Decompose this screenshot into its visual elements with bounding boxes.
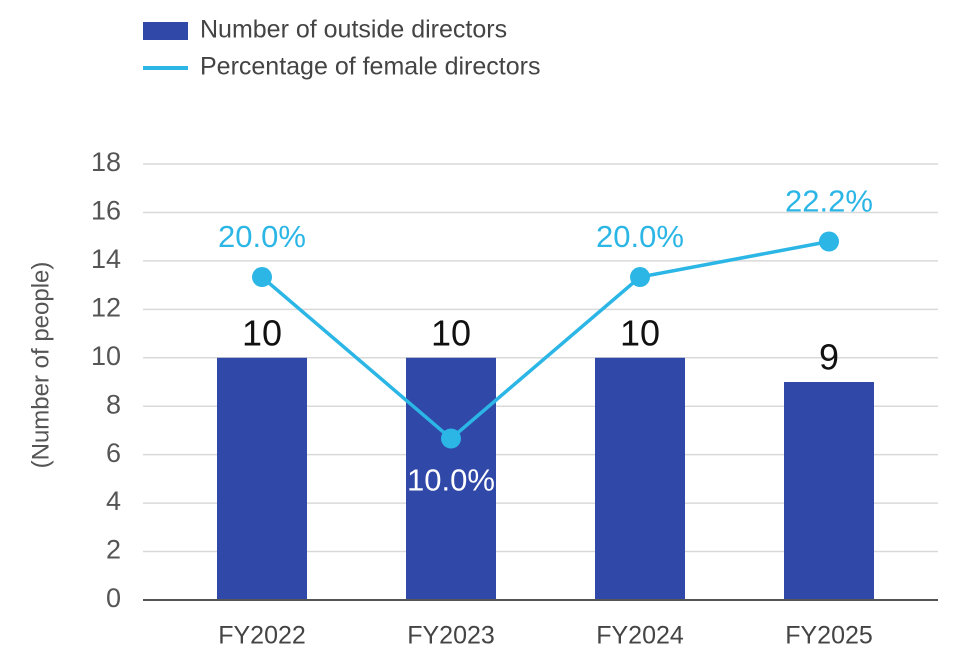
y-tick-label: 2 bbox=[106, 535, 121, 565]
legend-swatch bbox=[143, 22, 188, 40]
bar-value-label: 10 bbox=[242, 312, 282, 353]
y-axis-label: (Number of people) bbox=[27, 262, 54, 469]
line-point bbox=[819, 231, 839, 252]
y-tick-label: 16 bbox=[91, 196, 121, 226]
y-tick-label: 4 bbox=[106, 486, 121, 516]
line-point bbox=[630, 267, 650, 288]
bar bbox=[595, 357, 685, 600]
x-tick-label: FY2023 bbox=[407, 622, 495, 650]
y-tick-label: 12 bbox=[91, 292, 121, 322]
bar bbox=[217, 357, 307, 600]
line-point bbox=[252, 267, 272, 288]
line-value-label: 10.0% bbox=[407, 463, 495, 498]
bar-value-label: 10 bbox=[431, 312, 471, 353]
legend-label: Number of outside directors bbox=[200, 16, 507, 44]
bar-value-label: 10 bbox=[620, 312, 660, 353]
y-tick-label: 14 bbox=[91, 244, 121, 274]
bar bbox=[784, 382, 874, 600]
x-tick-label: FY2024 bbox=[596, 622, 684, 650]
x-tick-label: FY2025 bbox=[785, 622, 873, 650]
y-tick-label: 10 bbox=[91, 341, 121, 371]
line-point bbox=[441, 428, 461, 449]
bar bbox=[406, 357, 496, 600]
legend-label: Percentage of female directors bbox=[200, 53, 540, 81]
line-value-label: 20.0% bbox=[596, 219, 684, 254]
y-tick-label: 6 bbox=[106, 438, 121, 468]
y-tick-label: 8 bbox=[106, 389, 121, 419]
line-value-label: 20.0% bbox=[218, 219, 306, 254]
y-tick-label: 0 bbox=[106, 583, 121, 613]
y-tick-label: 18 bbox=[91, 147, 121, 177]
line-value-label: 22.2% bbox=[785, 184, 873, 219]
x-tick-label: FY2022 bbox=[218, 622, 306, 650]
bar-value-label: 9 bbox=[819, 337, 839, 378]
line bbox=[260, 239, 830, 441]
